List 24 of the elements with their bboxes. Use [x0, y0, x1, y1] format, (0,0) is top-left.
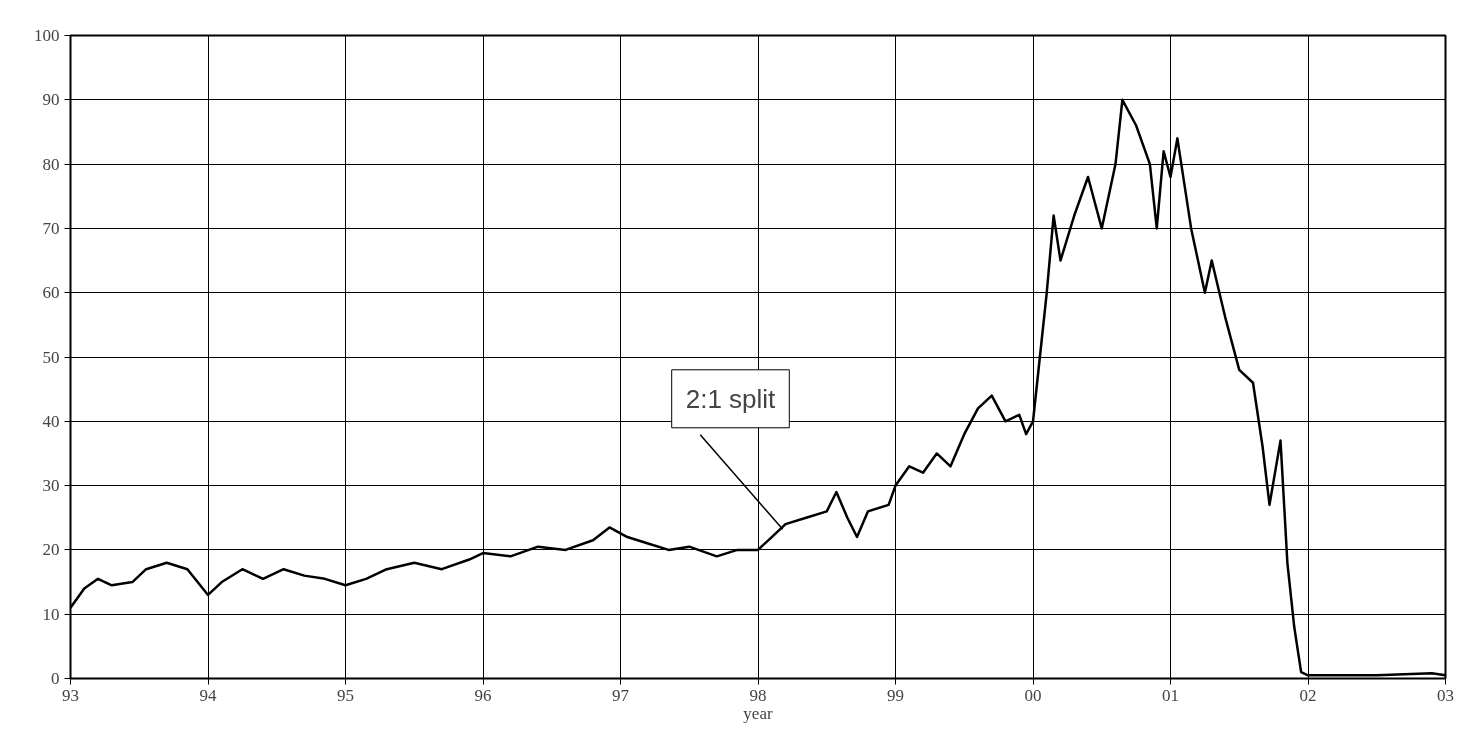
y-tick-label: 70 [42, 218, 60, 238]
y-tick-label: 90 [42, 90, 60, 110]
y-tick-label: 100 [34, 26, 60, 45]
x-tick-label: 00 [1024, 685, 1042, 705]
y-tick-label: 50 [42, 347, 60, 367]
y-tick-label: 20 [42, 540, 60, 560]
y-tick-label: 80 [42, 154, 60, 174]
x-tick-label: 97 [612, 685, 630, 705]
x-tick-label: 99 [887, 685, 904, 705]
annotation: 2:1 split [685, 383, 777, 414]
y-tick-label: 0 [51, 669, 60, 688]
y-tick-label: 60 [42, 283, 60, 303]
y-tick-label: 40 [42, 411, 60, 431]
x-tick-label: 96 [474, 685, 492, 705]
x-tick-label: 94 [199, 685, 217, 705]
x-tick-label: 93 [62, 685, 79, 705]
x-tick-label: 03 [1437, 685, 1454, 705]
x-tick-label: 98 [749, 685, 767, 705]
x-tick-label: 01 [1162, 685, 1179, 705]
x-tick-label: 02 [1299, 685, 1317, 705]
y-tick-label: 30 [42, 476, 60, 496]
x-tick-label: 95 [337, 685, 354, 705]
y-tick-label: 10 [42, 604, 60, 624]
x-axis-title: year [743, 703, 773, 723]
